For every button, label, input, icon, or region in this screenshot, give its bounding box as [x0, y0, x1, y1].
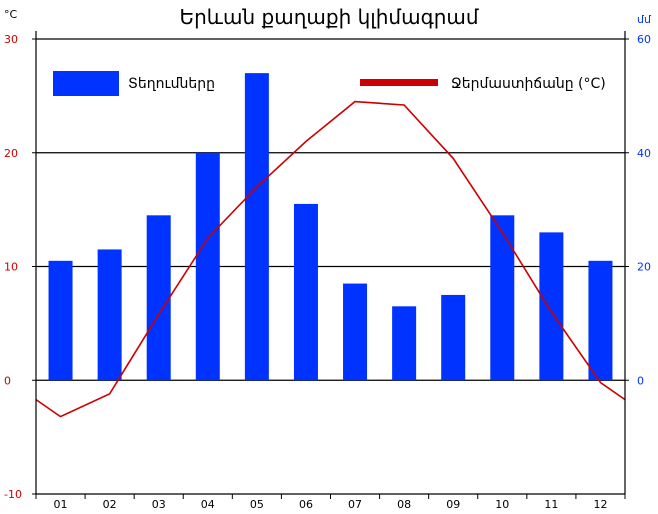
precipitation-bars [48, 73, 613, 381]
x-tick-label: 01 [54, 498, 68, 511]
precipitation-bar [539, 232, 564, 381]
x-tick-label: 06 [299, 498, 313, 511]
left-tick-label: 0 [4, 374, 11, 387]
x-tick-label: 09 [446, 498, 460, 511]
legend-swatch-precipitation [53, 71, 119, 96]
x-tick-label: 12 [593, 498, 607, 511]
legend: Տեղումները Ջերմաստիճանը (°C) [53, 71, 606, 96]
x-tick-label: 02 [103, 498, 117, 511]
x-tick-label: 10 [495, 498, 509, 511]
right-tick-label: 0 [637, 374, 644, 387]
x-tick-label: 07 [348, 498, 362, 511]
precipitation-bar [146, 215, 171, 381]
x-tick-label: 05 [250, 498, 264, 511]
precipitation-bar [588, 260, 613, 381]
precipitation-bar [293, 203, 318, 381]
precipitation-bar [392, 306, 417, 381]
left-tick-label: 10 [4, 261, 18, 274]
left-tick-label: 30 [4, 33, 18, 46]
left-axis-unit: °C [4, 8, 18, 21]
x-tick-label: 11 [544, 498, 558, 511]
right-tick-label: 20 [637, 261, 651, 274]
right-tick-label: 60 [637, 33, 651, 46]
left-tick-label: -10 [4, 488, 22, 501]
precipitation-bar [48, 260, 73, 381]
precipitation-bar [441, 294, 466, 381]
left-tick-label: 20 [4, 147, 18, 160]
legend-label-temperature: Ջերմաստիճանը (°C) [451, 76, 606, 92]
legend-label-precipitation: Տեղումները [128, 76, 215, 92]
precipitation-bar [195, 152, 220, 381]
right-axis-unit: մմ [637, 13, 652, 26]
temperature-line [35, 100, 626, 418]
x-tick-label: 03 [152, 498, 166, 511]
chart-title: Երևան քաղաքի կլիմագրամ [179, 5, 478, 29]
x-tick-label: 04 [201, 498, 215, 511]
x-tick-label: 08 [397, 498, 411, 511]
precipitation-bar [97, 249, 122, 381]
axes: -10 0 10 20 30 0 20 40 60 01 02 03 04 05 06 07 08 09 10 11 1… [4, 31, 651, 511]
right-tick-label: 40 [637, 147, 651, 160]
precipitation-bar [490, 215, 515, 381]
precipitation-bar [343, 283, 368, 381]
temperature-line-layer [35, 100, 626, 418]
precipitation-bar [244, 73, 269, 381]
gridlines [36, 38, 625, 381]
legend-swatch-temperature [360, 79, 438, 86]
